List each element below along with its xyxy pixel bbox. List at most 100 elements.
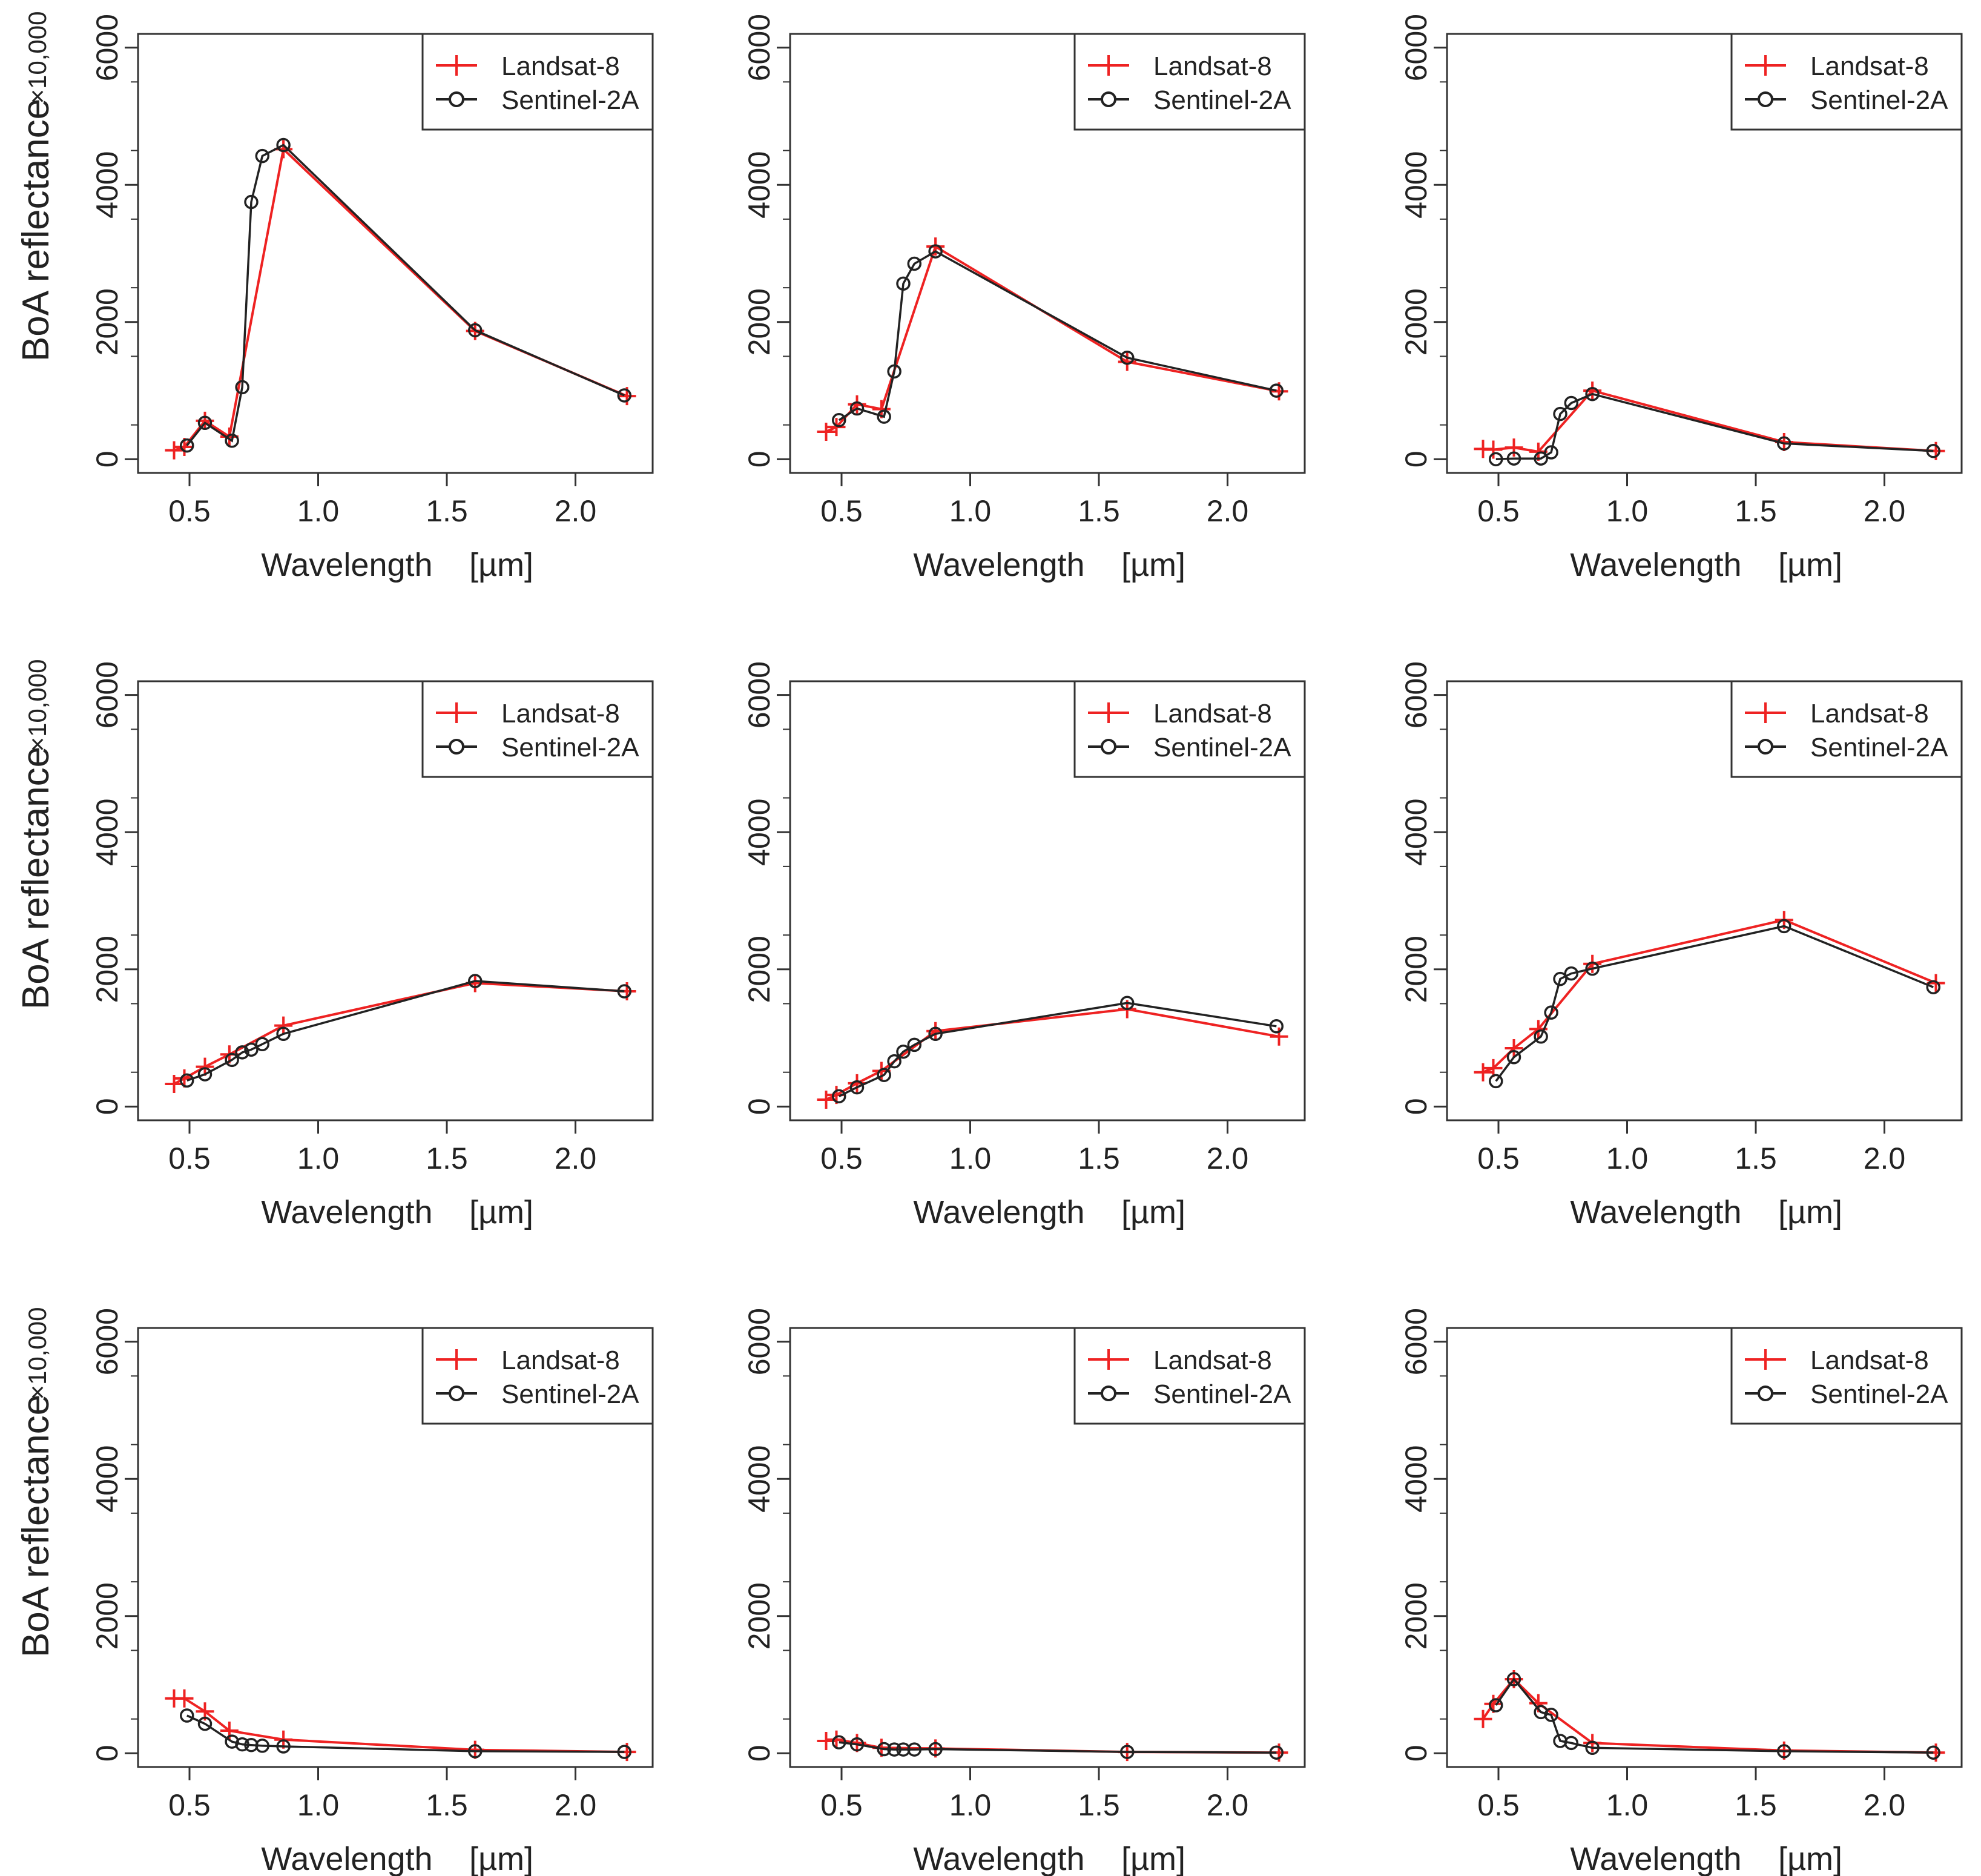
sentinel-point: [832, 413, 846, 428]
sentinel-point: [1585, 386, 1600, 401]
x-tick-label: 1.5: [1735, 1141, 1777, 1175]
sentinel-point: [1489, 1074, 1503, 1089]
legend-sentinel-marker: [1101, 739, 1116, 755]
y-axis-title-text: BoA reflectance: [15, 1395, 57, 1657]
sentinel-point: [907, 256, 922, 271]
x-axis-title: Wavelength: [913, 547, 1084, 583]
sentinel-point: [1564, 966, 1579, 981]
sentinel-point: [907, 1742, 922, 1757]
sentinel-point: [1926, 1745, 1940, 1760]
x-tick-label: 0.5: [1477, 1788, 1520, 1822]
legend-sentinel-label: Sentinel-2A: [501, 733, 639, 762]
y-tick-label-group: 4000: [742, 1445, 776, 1513]
legend-box: [1730, 33, 1963, 131]
panel-6: 0 2000 4000 6000 0.5 1.0 1.5 2.0 Wavelength [µm] L…: [1399, 661, 1963, 1230]
sentinel-point: [1544, 1005, 1558, 1020]
x-tick-label: 2.0: [555, 494, 597, 528]
landsat-point: [827, 418, 846, 437]
y-tick-label-group: 6000: [90, 661, 124, 728]
y-tick-label-group: 6000: [1399, 14, 1433, 81]
sentinel-point: [225, 434, 239, 448]
x-tick-label: 0.5: [1477, 494, 1520, 528]
legend-sentinel-marker: [1758, 739, 1773, 755]
x-tick-label: 2.0: [1864, 1788, 1906, 1822]
x-tick-label: 0.5: [168, 494, 211, 528]
x-tick-label: 0.5: [168, 1788, 211, 1822]
y-tick-label: 0: [1399, 451, 1433, 467]
panel-4: 0 2000 4000 6000 0.5 1.0 1.5 2.0 Wavelength [µm] L…: [90, 661, 654, 1230]
sentinel-line: [186, 1714, 625, 1753]
landsat-point: [165, 1074, 183, 1093]
y-tick-label: 4000: [742, 1445, 776, 1513]
x-tick-label: 0.5: [820, 494, 863, 528]
x-tick-label: 1.5: [426, 1141, 468, 1175]
x-tick-label: 0.5: [168, 1141, 211, 1175]
x-axis-title: Wavelength: [913, 1194, 1084, 1230]
sentinel-point: [1777, 436, 1791, 451]
x-axis-unit: [µm]: [1121, 1841, 1185, 1876]
sentinel-point: [1506, 1672, 1521, 1686]
x-tick-label: 1.5: [1735, 1788, 1777, 1822]
x-axis-title: Wavelength: [261, 1841, 432, 1876]
y-tick-label: 0: [90, 1098, 124, 1115]
panel-1: 0 2000 4000 6000 0.5 1.0 1.5 2.0 Wavelength [µm] L…: [90, 14, 654, 583]
x-tick-label: 1.0: [949, 1141, 992, 1175]
legend-box: [1730, 680, 1963, 778]
y-axis-scale-row-2: ×10,000: [23, 659, 51, 752]
legend-sentinel-label: Sentinel-2A: [501, 1379, 639, 1409]
landsat-point: [1474, 1063, 1492, 1082]
legend-sentinel-marker: [1101, 91, 1116, 107]
y-axis-title-text: BoA reflectance: [15, 747, 57, 1009]
y-tick-label-group: 0: [742, 1098, 776, 1115]
sentinel-point: [928, 244, 943, 259]
y-tick-label: 6000: [1399, 661, 1433, 728]
y-tick-label-group: 0: [742, 1745, 776, 1762]
landsat-point: [1484, 440, 1503, 459]
panel-9: 0 2000 4000 6000 0.5 1.0 1.5 2.0 Wavelength [µm] L…: [1399, 1308, 1963, 1876]
sentinel-point: [1544, 1708, 1558, 1722]
sentinel-point: [180, 438, 194, 453]
landsat-point: [827, 1730, 846, 1749]
y-tick-label-group: 6000: [1399, 661, 1433, 728]
sentinel-point: [468, 1744, 483, 1759]
y-tick-label-group: 0: [1399, 1745, 1433, 1762]
legend-landsat-label: Landsat-8: [501, 51, 620, 81]
sentinel-line: [186, 980, 625, 1082]
sentinel-point: [617, 984, 631, 999]
y-tick-label-group: 0: [742, 451, 776, 467]
y-axis-scale-row-1: ×10,000: [23, 12, 51, 104]
x-axis-unit: [µm]: [469, 1194, 533, 1230]
sentinel-point: [180, 1073, 194, 1088]
sentinel-point: [887, 1054, 902, 1069]
sentinel-point: [907, 1037, 922, 1052]
y-tick-label: 4000: [1399, 799, 1433, 866]
y-tick-label: 4000: [742, 799, 776, 866]
y-axis-title-row-1: BoA reflectance: [15, 99, 57, 362]
sentinel-point: [1544, 445, 1558, 460]
x-tick-label: 2.0: [1207, 494, 1249, 528]
landsat-point: [196, 1057, 214, 1076]
y-tick-label-group: 4000: [90, 799, 124, 866]
legend-landsat-marker: [1098, 55, 1119, 76]
x-axis-unit: [µm]: [469, 1841, 533, 1876]
y-tick-label-group: 2000: [1399, 288, 1433, 355]
y-tick-label: 4000: [90, 151, 124, 219]
y-tick-label: 6000: [90, 1308, 124, 1375]
sentinel-line: [1495, 392, 1934, 461]
x-tick-label: 1.5: [1735, 494, 1777, 528]
sentinel-line: [838, 250, 1277, 421]
sentinel-point: [1553, 406, 1567, 421]
sentinel-line: [186, 144, 625, 446]
y-tick-label: 2000: [1399, 1582, 1433, 1650]
y-tick-label-group: 6000: [90, 14, 124, 81]
legend-box: [421, 1327, 654, 1425]
y-tick-label-group: 4000: [1399, 799, 1433, 866]
sentinel-point: [468, 323, 483, 338]
sentinel-line: [839, 1002, 1277, 1097]
sentinel-point: [1489, 1698, 1503, 1713]
sentinel-point: [1777, 919, 1791, 934]
y-tick-label: 2000: [742, 288, 776, 355]
y-tick-label-group: 4000: [90, 1445, 124, 1513]
x-tick-label: 2.0: [1864, 494, 1906, 528]
y-axis-scale-text: ×10,000: [23, 659, 51, 752]
